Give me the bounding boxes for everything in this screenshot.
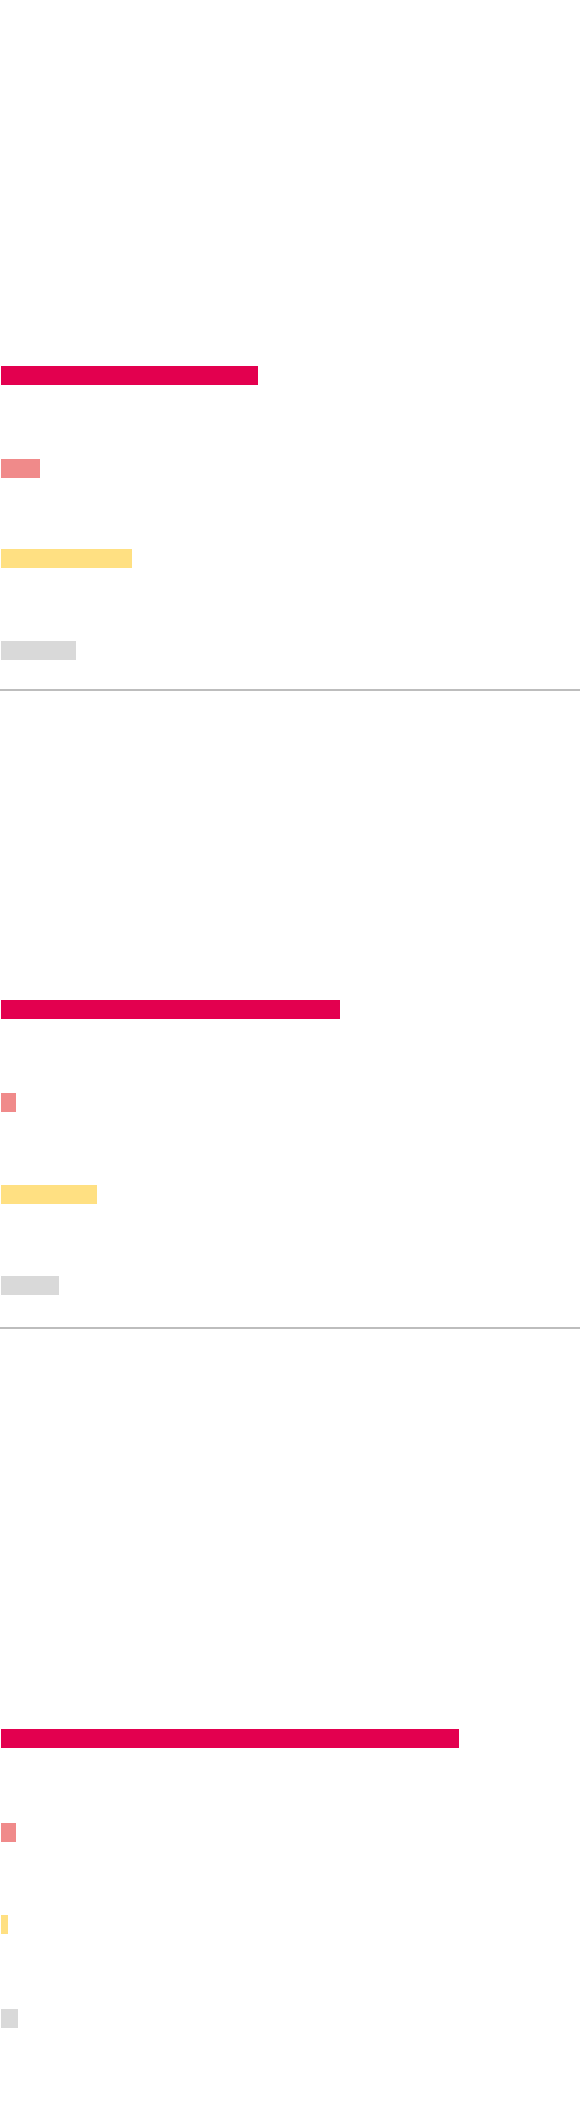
chart1-bar-2 — [1, 459, 40, 478]
chart3-bar-1 — [1, 1729, 459, 1748]
chart3-bar-3 — [1, 1915, 8, 1934]
bar-chart-panel-1 — [0, 0, 580, 690]
chart1-bar-1 — [1, 366, 258, 385]
chart1-bar-3 — [1, 549, 132, 568]
chart2-bar-1 — [1, 1000, 340, 1019]
chart2-bar-2 — [1, 1093, 16, 1112]
chart3-bar-2 — [1, 1823, 16, 1842]
chart2-bar-4 — [1, 1276, 59, 1295]
panel-divider-1 — [0, 689, 580, 691]
bar-chart-panel-2 — [0, 691, 580, 1327]
chart2-bar-3 — [1, 1185, 97, 1204]
panel-divider-2 — [0, 1327, 580, 1329]
chart3-bar-4 — [1, 2009, 18, 2028]
bar-chart-panel-3 — [0, 1329, 580, 2114]
chart1-bar-4 — [1, 641, 76, 660]
